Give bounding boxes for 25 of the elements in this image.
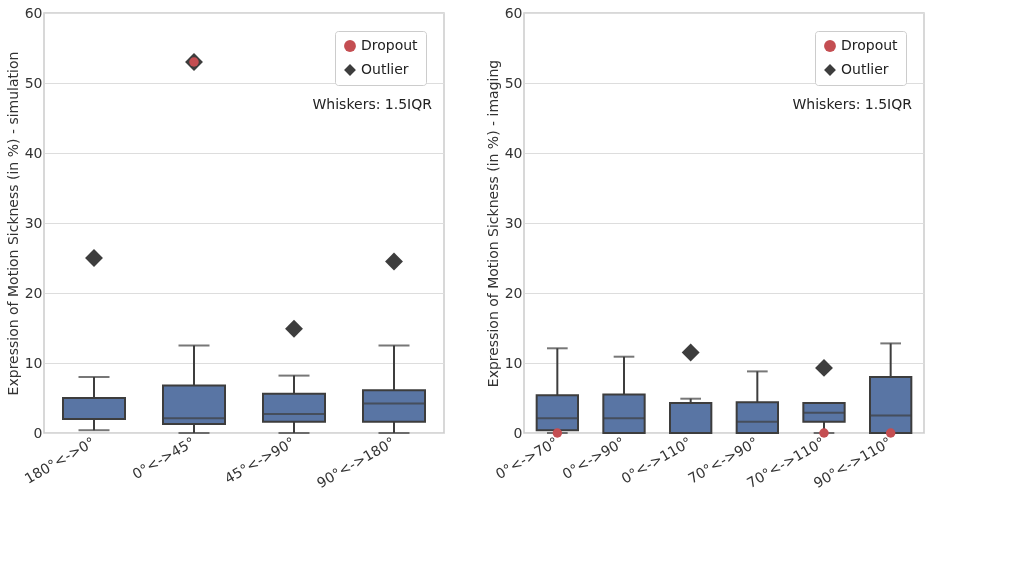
y-tick-label: 30 — [24, 214, 43, 231]
y-tick-label: 20 — [504, 284, 523, 301]
y-tick-label: 40 — [24, 144, 43, 161]
y-tick-label: 0 — [513, 424, 523, 441]
annotation: Whiskers: 1.5IQR — [792, 96, 913, 112]
y-tick-label: 60 — [504, 4, 523, 21]
legend-label: Outlier — [841, 61, 889, 77]
y-tick-label: 50 — [504, 74, 523, 91]
y-tick-label: 10 — [24, 354, 43, 371]
legend-label: Dropout — [361, 37, 419, 53]
y-tick-label: 20 — [24, 284, 43, 301]
y-tick-label: 50 — [24, 74, 43, 91]
y-tick-label: 60 — [24, 4, 43, 21]
point — [385, 252, 403, 271]
y-tick-label: 10 — [504, 354, 523, 371]
point — [85, 249, 103, 267]
y-tick-label: 30 — [504, 214, 523, 231]
point — [285, 319, 303, 338]
legend-label: Dropout — [841, 37, 899, 53]
y-tick-label: 40 — [504, 144, 523, 161]
y-tick-label: 0 — [33, 424, 43, 441]
legend-label: Outlier — [361, 61, 409, 77]
annotation: Whiskers: 1.5IQR — [312, 96, 433, 112]
y-axis-title: Expression of Motion Sickness (in %) - imaging — [484, 59, 501, 388]
y-axis-title: Expression of Motion Sickness (in %) - simulation — [4, 51, 21, 396]
